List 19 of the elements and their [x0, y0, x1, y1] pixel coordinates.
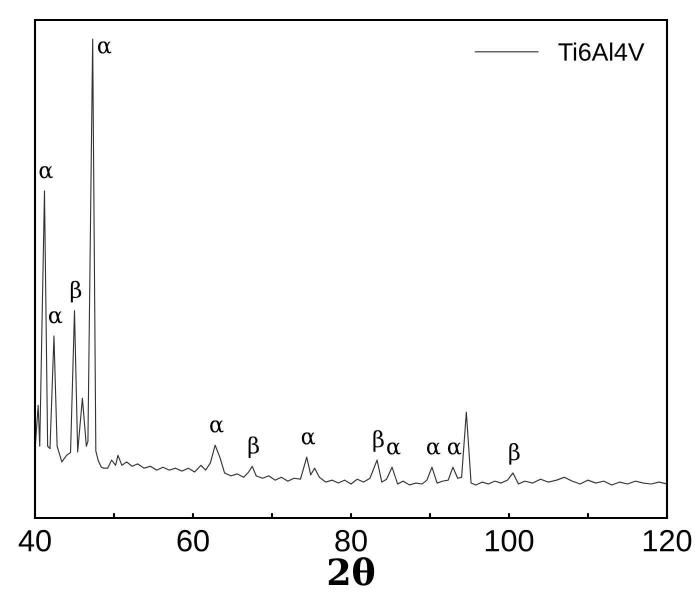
x-axis-title: 2θ — [328, 557, 374, 586]
x-tick-label: 120 — [644, 530, 692, 552]
annotation: α — [302, 432, 316, 445]
annotation: α — [448, 442, 462, 455]
annotation: β — [248, 436, 259, 458]
annotation: β — [509, 443, 520, 465]
annotation: α — [39, 166, 53, 178]
x-tick-label: 60 — [178, 530, 209, 552]
x-tick-label: 80 — [335, 530, 367, 552]
annotation: α — [387, 442, 400, 455]
annotation: α — [98, 41, 112, 54]
annotation: α — [210, 420, 224, 433]
annotation: α — [426, 442, 440, 455]
annotation: β — [373, 430, 384, 452]
x-tick-label: 100 — [486, 530, 534, 552]
x-tick-label: 40 — [18, 530, 51, 552]
annotation: β — [70, 280, 82, 302]
legend-label: Ti6Al4V — [558, 42, 644, 61]
annotation: α — [48, 311, 62, 324]
